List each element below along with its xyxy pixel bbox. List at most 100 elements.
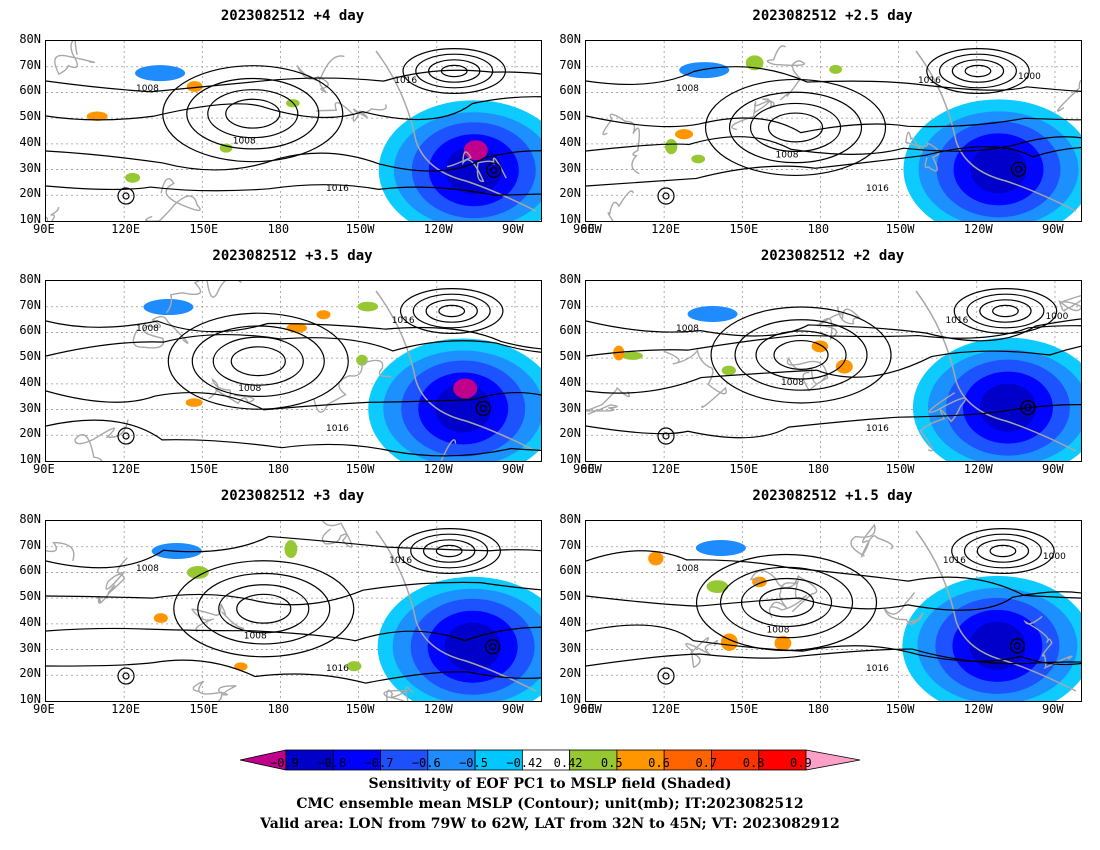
mslp-contour	[734, 319, 868, 391]
contour-label: 1008	[781, 378, 804, 388]
contour-label: 1008	[136, 324, 159, 334]
colorbar-tick-label: 0.7	[695, 756, 718, 770]
mslp-contour	[486, 162, 502, 178]
coastline	[749, 570, 808, 619]
mslp-contour	[1013, 642, 1021, 650]
mslp-contour	[662, 192, 670, 200]
lat-tick-label: 80N	[19, 272, 41, 286]
lon-tick-label: 120W	[963, 222, 993, 236]
mslp-contour	[173, 560, 355, 658]
coastline	[165, 281, 242, 314]
contour-label: 1000	[1043, 552, 1066, 562]
lon-tick-label: 150W	[885, 702, 915, 716]
lon-tick-label: 90W	[1041, 702, 1064, 716]
lon-tick-label: 60W	[580, 702, 602, 716]
mslp-contour	[415, 53, 494, 89]
lat-tick-label: 30N	[559, 400, 581, 415]
contour-label: 1016	[326, 664, 349, 674]
map-panel: 1008 1016 1008 1016	[45, 40, 542, 222]
colorbar-tick-label: −0.42	[506, 756, 543, 770]
panel-title: 2023082512 +2.5 day	[752, 8, 913, 24]
mslp-contour	[938, 53, 1017, 89]
contour-label: 1016	[392, 316, 415, 326]
mslp-contour	[46, 184, 541, 196]
coastline	[74, 419, 129, 461]
contour-label: 1008	[767, 625, 790, 635]
lon-tick-label: 150E	[189, 462, 219, 476]
lat-tick-label: 40N	[19, 614, 41, 629]
map-panel: 1008 1016 1008 1016	[45, 280, 542, 462]
lat-tick-label: 40N	[19, 134, 41, 149]
sensitivity-shading	[286, 323, 307, 333]
lon-tick-label: 150E	[729, 462, 759, 476]
colorbar-tick-label: −0.5	[459, 756, 488, 770]
lat-tick-label: 10N	[559, 452, 581, 466]
coastline	[883, 591, 924, 625]
coastline	[296, 55, 345, 94]
mslp-contour	[586, 325, 1081, 357]
lat-tick-label: 60N	[19, 83, 41, 98]
mslp-contour	[992, 304, 1019, 318]
lat-tick-label: 80N	[19, 32, 41, 46]
lon-tick-label: 90W	[1041, 222, 1064, 236]
lat-tick-label: 30N	[559, 640, 581, 655]
mslp-field: 1008 1016 1008 1016 1000	[586, 521, 1081, 701]
mslp-field: 1008 1016 1008 1016 1000	[586, 281, 1081, 461]
mslp-contour	[1009, 638, 1025, 654]
mslp-contour	[46, 535, 541, 569]
mslp-contour	[397, 528, 501, 574]
mslp-contour	[657, 667, 675, 685]
sensitivity-shading	[316, 310, 331, 320]
caption-line-3: Valid area: LON from 79W to 62W, LAT fro…	[260, 816, 840, 832]
mslp-contour	[1014, 165, 1023, 173]
mslp-contour	[755, 330, 847, 380]
lat-tick-label: 10N	[559, 692, 581, 706]
sensitivity-shading	[648, 551, 664, 566]
sensitivity-shading	[435, 384, 492, 433]
mslp-contour	[964, 64, 992, 78]
sensitivity-shading	[153, 613, 168, 624]
coastline	[97, 557, 128, 604]
coastline	[586, 386, 630, 415]
lat-tick-label: 30N	[19, 160, 41, 175]
contour-label: 1016	[945, 316, 968, 326]
colorbar-tick-label: −0.8	[317, 756, 347, 770]
lon-tick-label: 90W	[1041, 462, 1064, 476]
contour-label: 1016	[326, 424, 349, 434]
lat-tick-label: 70N	[559, 537, 581, 552]
sensitivity-shading	[745, 55, 764, 71]
mslp-contour	[586, 403, 1081, 439]
colorbar-tick-label: 0.8	[742, 756, 765, 770]
mslp-contour	[422, 539, 476, 563]
lon-tick-label: 120E	[651, 702, 681, 716]
mslp-contour	[586, 66, 1081, 92]
contour-label: 1000	[1018, 72, 1041, 82]
sensitivity-shading	[706, 580, 729, 594]
mslp-contour	[586, 115, 1081, 134]
mslp-contour	[412, 293, 491, 329]
mslp-contour	[117, 427, 135, 445]
panel-title: 2023082512 +3.5 day	[212, 248, 373, 264]
sensitivity-shading	[186, 565, 209, 579]
mslp-contour	[710, 306, 892, 404]
mslp-contour	[963, 533, 1042, 569]
coastline	[145, 178, 201, 221]
lon-tick-label: 90E	[573, 702, 595, 716]
coastline	[363, 686, 414, 701]
sensitivity-shading	[835, 359, 853, 374]
mslp-contour	[46, 390, 541, 411]
contour-label: 1008	[676, 564, 699, 574]
coastline	[375, 530, 537, 692]
sensitivity-shading	[186, 81, 203, 92]
map-panel: 1008 1016 1008 1016	[45, 520, 542, 702]
mslp-contour	[167, 312, 349, 410]
coastline	[731, 98, 775, 131]
lat-tick-label: 50N	[19, 349, 41, 364]
mslp-contour	[951, 528, 1055, 574]
coastline	[313, 359, 392, 413]
coastline	[1058, 294, 1081, 312]
lat-tick-label: 80N	[19, 512, 41, 526]
mslp-contour	[186, 77, 320, 150]
lat-tick-label: 20N	[19, 426, 41, 441]
panel-title: 2023082512 +3 day	[220, 488, 365, 504]
